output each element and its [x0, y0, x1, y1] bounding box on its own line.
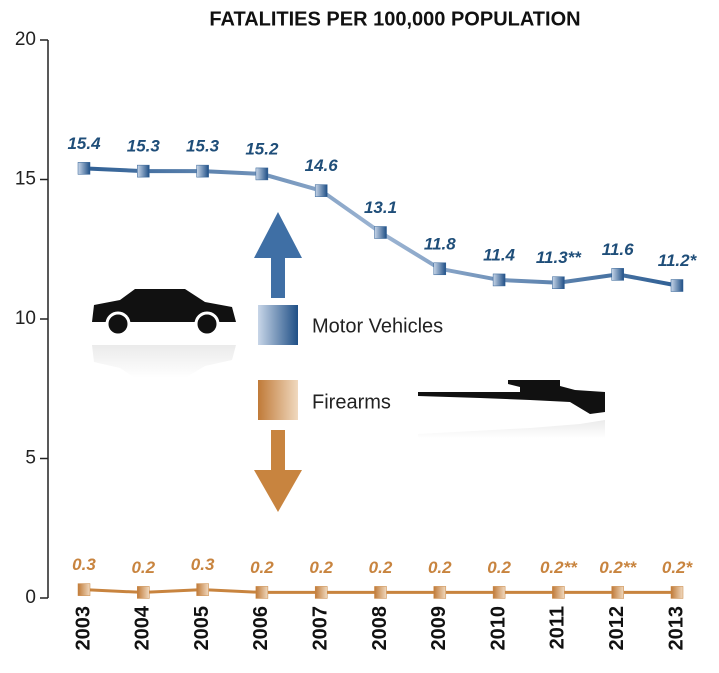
- x-tick-label: 2011: [547, 606, 569, 649]
- value-label: 11.3**: [536, 248, 582, 267]
- value-label: 15.4: [67, 134, 101, 153]
- x-tick-label: 2006: [250, 606, 272, 651]
- value-label: 0.2: [428, 558, 452, 577]
- value-label: 0.2: [309, 558, 333, 577]
- x-tick-label: 2009: [428, 606, 450, 651]
- point: [255, 586, 269, 599]
- y-tick-label: 10: [15, 308, 36, 329]
- x-tick-label: 2007: [309, 606, 331, 651]
- value-label: 0.2**: [540, 558, 578, 577]
- point: [611, 586, 624, 599]
- point: [492, 273, 506, 287]
- legend-swatch: [258, 305, 298, 345]
- point: [77, 583, 91, 596]
- down-arrow: [254, 430, 302, 512]
- point: [314, 184, 328, 197]
- value-label: 13.1: [364, 198, 397, 217]
- x-tick-label: 2010: [487, 606, 509, 651]
- x-tick-label: 2003: [72, 606, 94, 651]
- value-label: 0.3: [191, 555, 215, 574]
- x-tick-label: 2005: [191, 606, 213, 651]
- legend-label: Motor Vehicles: [312, 315, 443, 337]
- value-label: 15.2: [245, 139, 279, 158]
- value-label: 11.2*: [658, 251, 698, 270]
- car-icon: [92, 289, 236, 378]
- point: [433, 262, 447, 276]
- legend-swatch: [258, 380, 298, 420]
- legend-label: Firearms: [312, 391, 391, 413]
- point: [196, 164, 209, 178]
- x-tick-label: 2013: [665, 606, 687, 651]
- value-label: 11.6: [602, 240, 634, 259]
- value-label: 0.2: [131, 558, 155, 577]
- point: [255, 167, 269, 181]
- y-tick-label: 20: [15, 29, 36, 50]
- value-label: 0.2*: [662, 558, 694, 577]
- x-tick-label: 2012: [606, 606, 628, 651]
- chart-title: FATALITIES PER 100,000 POPULATION: [209, 8, 580, 30]
- point: [196, 583, 209, 596]
- x-tick-label: 2008: [369, 606, 391, 651]
- point: [433, 586, 447, 599]
- point: [314, 586, 328, 599]
- point: [670, 279, 684, 292]
- value-label: 0.2: [487, 558, 511, 577]
- value-label: 15.3: [127, 137, 161, 156]
- value-label: 0.2**: [599, 558, 637, 577]
- point: [492, 586, 506, 599]
- value-label: 11.8: [424, 234, 456, 253]
- value-label: 15.3: [186, 137, 220, 156]
- y-tick-label: 5: [25, 448, 36, 469]
- point: [611, 268, 624, 281]
- point: [137, 164, 150, 178]
- value-label: 14.6: [305, 156, 339, 175]
- y-tick-label: 15: [15, 169, 36, 190]
- value-label: 0.2: [369, 558, 393, 577]
- value-label: 11.4: [483, 245, 515, 264]
- x-tick-label: 2004: [132, 605, 154, 650]
- y-tick-label: 0: [25, 587, 36, 608]
- point: [374, 226, 387, 239]
- value-label: 0.3: [72, 555, 96, 574]
- value-label: 0.2: [250, 558, 274, 577]
- point: [374, 586, 387, 599]
- rifle-icon: [418, 380, 605, 438]
- point: [137, 586, 150, 599]
- point: [552, 586, 565, 599]
- point: [670, 586, 684, 599]
- point: [552, 276, 565, 289]
- up-arrow: [254, 212, 302, 298]
- point: [77, 162, 91, 175]
